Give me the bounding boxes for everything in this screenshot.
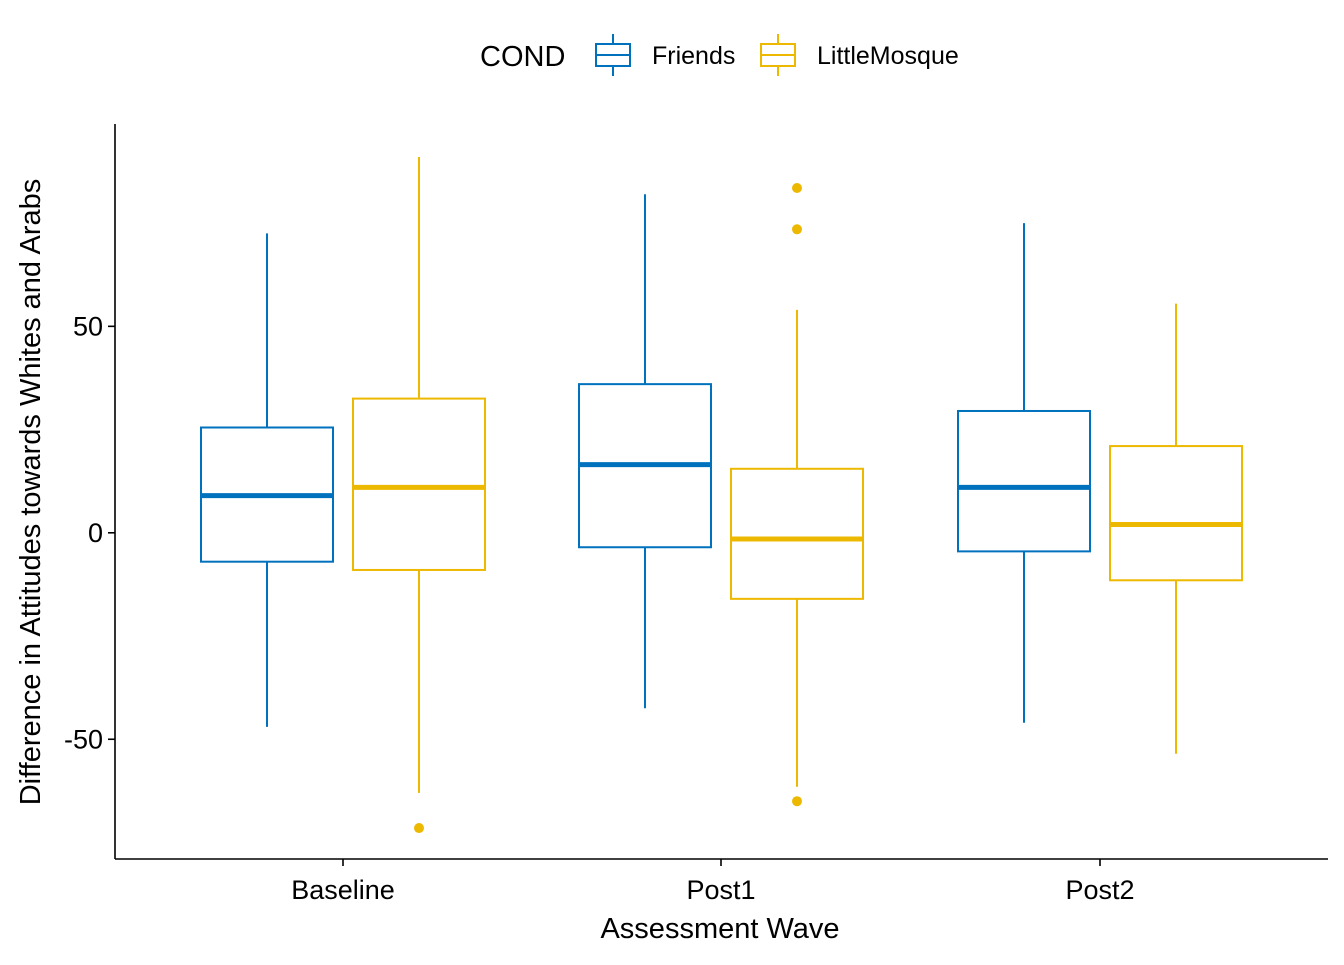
y-axis-ticks: -50 0 50 <box>64 311 115 754</box>
legend-title: COND <box>480 41 565 73</box>
y-axis-title: Difference in Attitudes towards Whites a… <box>15 179 47 806</box>
y-tick-label: -50 <box>64 724 103 754</box>
x-tick-label: Post1 <box>686 875 755 905</box>
box-littlemosque-baseline <box>352 157 486 834</box>
box-friends-post2 <box>957 223 1091 723</box>
x-axis-title: Assessment Wave <box>600 913 839 945</box>
box-iqr <box>730 467 864 600</box>
box-littlemosque-post2 <box>1109 303 1243 754</box>
y-tick-label: 50 <box>73 311 103 341</box>
x-axis-ticks: Baseline Post1 Post2 <box>291 859 1135 905</box>
legend-key-friends <box>595 34 631 76</box>
x-tick-label: Baseline <box>291 875 395 905</box>
plot-area <box>200 157 1243 834</box>
outlier-point <box>792 224 802 235</box>
outlier-point <box>414 823 424 834</box>
box-iqr <box>957 409 1091 553</box>
outlier-point <box>792 183 802 194</box>
box-iqr <box>1109 445 1243 582</box>
outlier-point <box>792 796 802 807</box>
x-tick-label: Post2 <box>1065 875 1134 905</box>
box-friends-baseline <box>200 233 334 727</box>
box-friends-post1 <box>578 194 712 709</box>
box-littlemosque-post1 <box>730 183 864 807</box>
box-iqr <box>352 397 486 571</box>
legend-key-littlemosque <box>760 34 796 76</box>
legend: COND Friends LittleMosque <box>480 34 959 76</box>
y-tick-label: 0 <box>88 518 103 548</box>
legend-label-littlemosque: LittleMosque <box>817 42 959 70</box>
legend-label-friends: Friends <box>652 42 735 70</box>
